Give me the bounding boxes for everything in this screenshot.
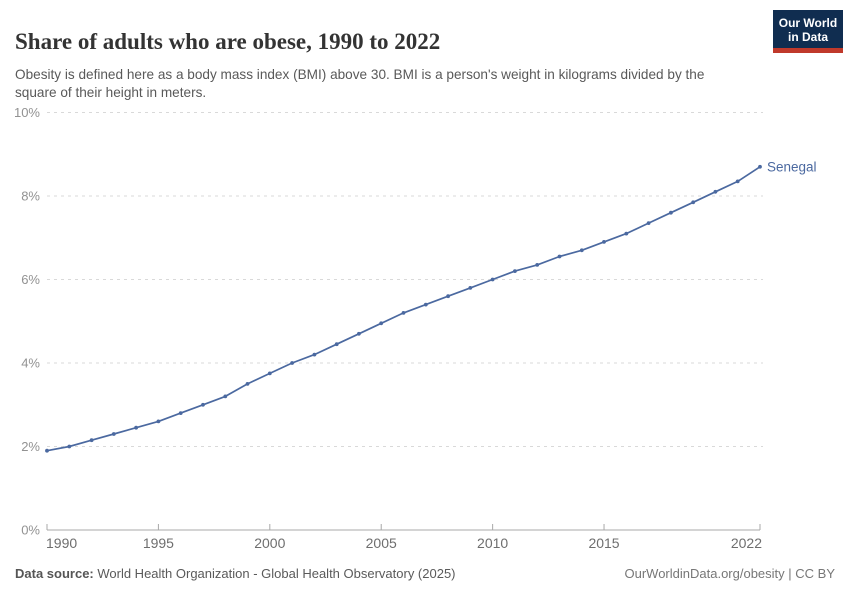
data-point[interactable]	[735, 179, 740, 184]
data-point[interactable]	[713, 189, 718, 194]
data-point[interactable]	[624, 231, 629, 236]
data-point[interactable]	[557, 254, 562, 259]
y-tick-label: 4%	[21, 356, 40, 371]
data-point[interactable]	[89, 438, 94, 443]
data-point[interactable]	[334, 342, 339, 347]
data-point[interactable]	[602, 240, 606, 244]
data-point[interactable]	[669, 210, 673, 215]
x-tick-label: 2000	[254, 535, 285, 551]
data-point[interactable]	[312, 352, 317, 357]
y-tick-label: 8%	[21, 189, 40, 204]
y-tick-label: 10%	[14, 105, 40, 120]
x-tick-label: 2010	[477, 535, 508, 551]
x-tick-label: 2015	[588, 535, 619, 551]
data-point[interactable]	[156, 419, 161, 424]
data-point[interactable]	[134, 425, 139, 430]
data-point[interactable]	[513, 269, 517, 273]
data-point[interactable]	[490, 277, 495, 282]
data-point[interactable]	[223, 394, 228, 399]
owid-logo-line1: Our World	[778, 16, 838, 30]
x-tick-label: 1995	[143, 535, 174, 551]
data-point[interactable]	[535, 263, 540, 267]
y-tick-label: 0%	[21, 523, 40, 538]
y-tick-label: 6%	[21, 272, 40, 287]
series-label[interactable]: Senegal	[767, 159, 817, 174]
chart-title: Share of adults who are obese, 1990 to 2…	[15, 29, 441, 55]
data-point[interactable]	[67, 444, 72, 449]
data-source-note: Data source: World Health Organization -…	[15, 566, 456, 581]
owid-logo[interactable]: Our World in Data	[773, 10, 843, 54]
data-point[interactable]	[423, 302, 428, 307]
data-point[interactable]	[446, 294, 450, 299]
data-point[interactable]	[646, 221, 651, 226]
data-point[interactable]	[178, 411, 183, 415]
data-source-value: World Health Organization - Global Healt…	[93, 566, 456, 581]
owid-logo-line2: in Data	[787, 30, 828, 45]
x-tick-label: 1990	[46, 535, 77, 551]
data-point[interactable]	[468, 286, 473, 290]
attribution-link[interactable]: OurWorldinData.org/obesity | CC BY	[624, 566, 836, 581]
data-point[interactable]	[579, 248, 584, 253]
data-point[interactable]	[267, 371, 272, 376]
chart-footer: Data source: World Health Organization -…	[15, 566, 835, 581]
line-chart: 0% 2% 4% 6% 8% 10% 1990 1995 2000 2005 2010 2015 202…	[14, 105, 817, 551]
data-source-label: Data source:	[15, 566, 94, 581]
y-tick-label: 2%	[21, 439, 40, 454]
data-point[interactable]	[201, 402, 205, 407]
data-point[interactable]	[357, 331, 361, 336]
chart-subtitle: Obesity is defined here as a body mass i…	[15, 66, 705, 100]
data-point[interactable]	[290, 361, 294, 365]
data-point[interactable]	[379, 321, 384, 326]
data-point[interactable]	[401, 311, 406, 315]
data-point[interactable]	[691, 200, 696, 205]
x-tick-label: 2005	[366, 535, 397, 551]
x-tick-label: 2022	[731, 535, 762, 551]
data-point[interactable]	[245, 382, 250, 386]
data-point[interactable]	[45, 448, 49, 453]
data-point[interactable]	[758, 164, 762, 169]
series-line[interactable]	[46, 165, 761, 452]
data-point[interactable]	[111, 432, 116, 436]
